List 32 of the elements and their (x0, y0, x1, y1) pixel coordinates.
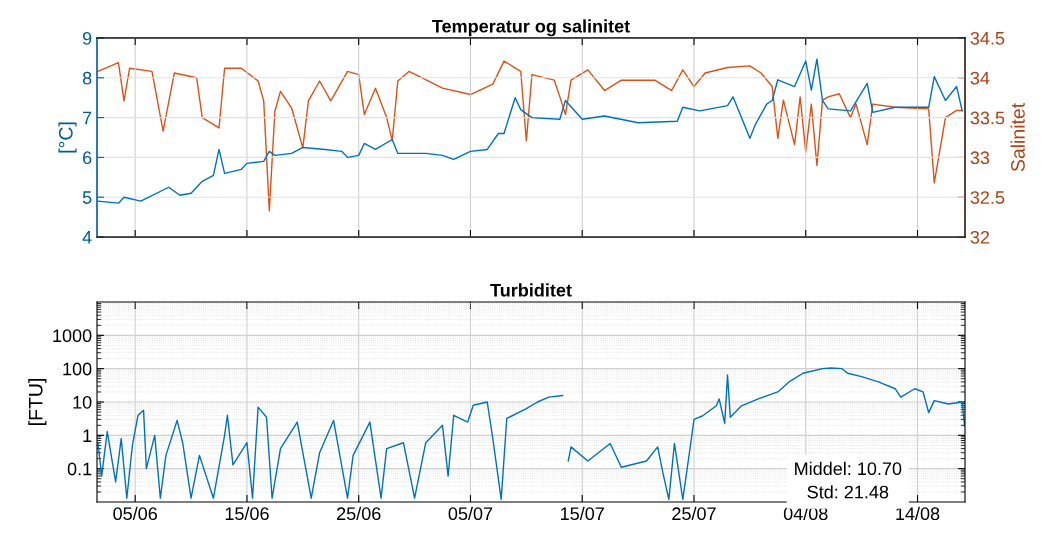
y2-axis-title: Salinitet (1010, 103, 1025, 172)
x-tick-label: 05/07 (448, 506, 493, 521)
y-tick-label: 1 (83, 429, 92, 442)
y-tick-label: 8 (82, 71, 92, 85)
x-tick-label: 25/06 (337, 506, 381, 521)
x-tick-label: 15/06 (225, 506, 269, 521)
y2-tick-label: 32.5 (970, 191, 1005, 204)
y-tick-label: 6 (83, 151, 92, 165)
y2-tick-label: 32 (970, 230, 990, 244)
x-tick-label: 25/07 (672, 506, 716, 521)
x-tick-label: 14/08 (896, 506, 940, 521)
y-tick-label: 4 (82, 231, 92, 244)
chart-title: Turbiditet (490, 283, 572, 297)
y-tick-label: 10 (73, 395, 92, 409)
y-tick-label: 9 (82, 31, 92, 45)
y2-tick-label: 34 (970, 71, 990, 85)
y2-tick-label: 33.5 (970, 111, 1005, 125)
y-tick-label: 5 (82, 191, 92, 204)
chart-title: Temperatur og salinitet (432, 19, 630, 37)
annotation: Std: 21.48 (807, 485, 889, 499)
y-tick-label: 100 (63, 362, 92, 376)
x-tick-label: 05/06 (113, 506, 157, 521)
annotation: Middel: 10.70 (795, 461, 902, 476)
y2-tick-label: 34.5 (970, 31, 1005, 45)
x-tick-label: 04/08 (783, 506, 828, 521)
y-tick-label: 1000 (53, 329, 92, 343)
y-tick-label: 7 (83, 111, 92, 125)
y-tick-label: 0.1 (67, 462, 92, 476)
y-axis-title: [°C] (58, 122, 77, 153)
y-axis-title: [FTU] (28, 379, 47, 425)
x-tick-label: 15/07 (561, 506, 604, 521)
y2-tick-label: 33 (970, 151, 990, 165)
